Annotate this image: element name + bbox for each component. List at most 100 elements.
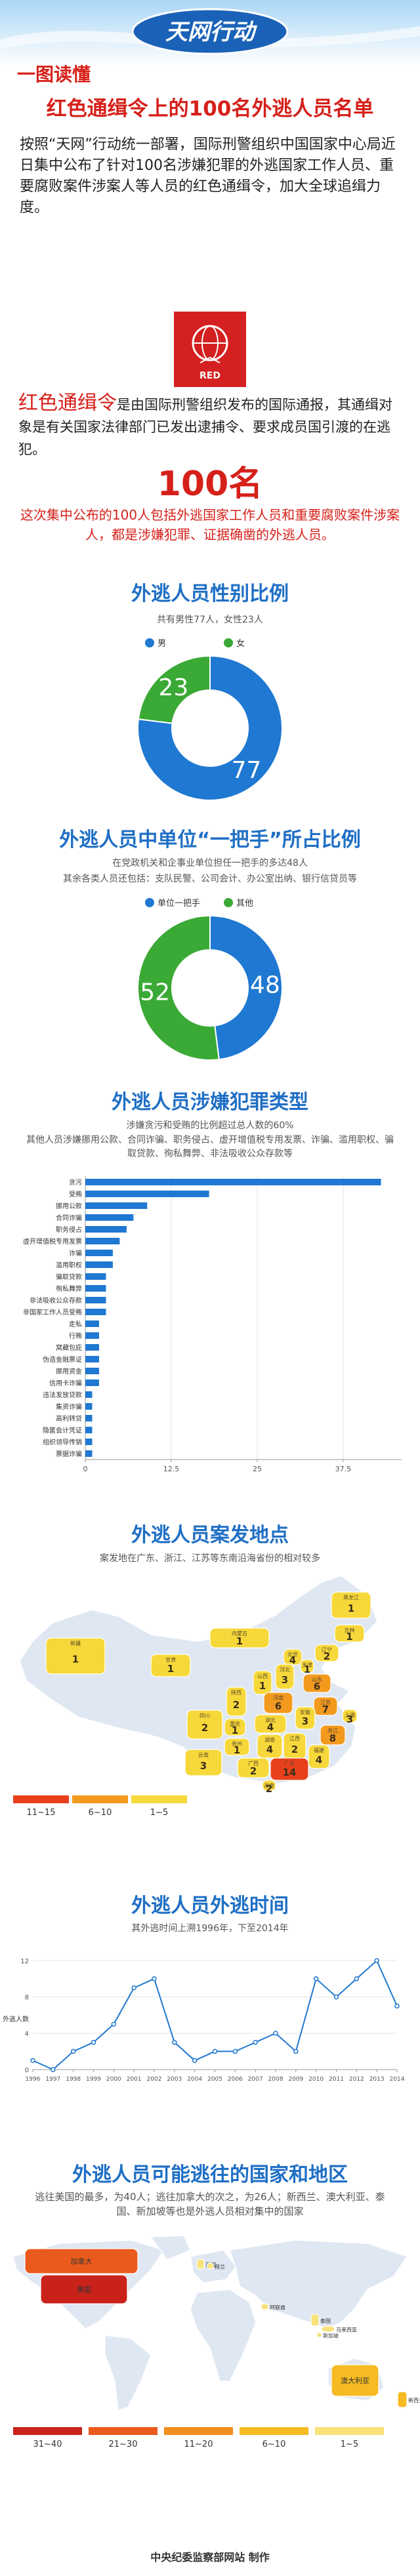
region-value: 1: [167, 1663, 174, 1675]
legend-swatch: [224, 898, 233, 907]
category-label: 非法吸收公众存款: [30, 1296, 82, 1305]
point: [172, 2039, 177, 2045]
logo-text: RED: [200, 371, 220, 381]
logo-emblem: [200, 356, 220, 363]
region-name: 山西: [257, 1673, 268, 1679]
point: [354, 1976, 360, 1982]
region-value: 14: [283, 1767, 297, 1778]
x-tick-label: 2014: [390, 2076, 405, 2083]
category-label: 骗取贷款: [56, 1273, 82, 1281]
legend-swatch: [164, 2427, 233, 2435]
x-tick-label: 2013: [369, 2076, 385, 2083]
land: [104, 2335, 152, 2412]
footer: 中央纪委监察部网站 制作: [150, 2551, 270, 2564]
x-tick-label: 2010: [308, 2076, 324, 2083]
legend-label: 11~15: [27, 1808, 56, 1818]
x-tick-label: 1999: [86, 2076, 101, 2083]
bar: [85, 1226, 127, 1233]
category-label: 滥用职权: [56, 1261, 82, 1269]
bar: [85, 1391, 93, 1398]
region: [397, 2391, 408, 2408]
category-label: 贪污: [69, 1178, 82, 1187]
category-label: 高利转贷: [56, 1414, 82, 1423]
category-label: 受贿: [69, 1190, 82, 1198]
region-name: 河南: [273, 1694, 284, 1701]
region-name: 吉林: [345, 1627, 355, 1633]
legend-label: 1~5: [150, 1808, 168, 1818]
section-title: 外逃人员性别比例: [131, 583, 289, 605]
region: [314, 1644, 339, 1662]
point: [192, 2058, 198, 2063]
region-name: 山东: [312, 1676, 322, 1683]
region-name: 辽宁: [322, 1646, 332, 1653]
region: [237, 1757, 270, 1778]
region: [226, 1687, 247, 1717]
land: [229, 2239, 408, 2329]
x-tick-label: 1997: [45, 2076, 60, 2083]
region: [184, 1749, 222, 1776]
legend-swatch: [145, 638, 154, 647]
region-value: 6: [314, 1681, 320, 1692]
category-label: 票据诈骗: [56, 1450, 82, 1458]
legend-swatch: [240, 2427, 308, 2435]
x-tick-label: 2006: [228, 2076, 243, 2083]
region-name: 湖南: [264, 1736, 275, 1743]
region: [209, 1627, 270, 1648]
section-title: 外逃人员案发地点: [131, 1524, 289, 1547]
legend-swatch: [13, 1795, 69, 1803]
section-subtitle: 其他人员涉嫌挪用公款、合同诈骗、职务侵占、虚开增值税专用发票、诈骗、滥用职权、骗…: [26, 1135, 394, 1159]
region-name: 广东: [284, 1760, 295, 1767]
bar: [85, 1344, 99, 1351]
land: [190, 2289, 257, 2382]
legend-swatch: [224, 638, 233, 647]
bar: [85, 1439, 93, 1445]
region: [331, 1591, 371, 1619]
region-value: 4: [289, 1654, 296, 1666]
region-value: 2: [266, 1783, 272, 1795]
value-label: 48: [250, 972, 280, 999]
point: [253, 2039, 258, 2045]
highlight-text: 这次集中公布的100人包括外逃国家工作人员和重要腐败案件涉案人，都是涉嫌犯罪、证…: [20, 507, 400, 542]
legend-swatch: [145, 898, 154, 907]
legend-label: 男: [158, 639, 166, 649]
region: [283, 1648, 303, 1666]
region: [308, 1744, 330, 1769]
region: [253, 1670, 272, 1695]
bar: [85, 1356, 99, 1362]
region-value: 1: [236, 1635, 243, 1647]
region: [342, 1709, 358, 1723]
region-value: 1: [234, 1744, 240, 1756]
x-tick-label: 2011: [329, 2076, 344, 2083]
region: [261, 2303, 269, 2310]
region: [207, 2262, 214, 2270]
y-axis-label: 外逃人数: [3, 2015, 29, 2024]
region-value: 3: [200, 1760, 207, 1772]
x-tick-label: 12.5: [163, 1465, 180, 1473]
region: [40, 2274, 128, 2304]
point: [212, 2049, 218, 2055]
region: [334, 1624, 365, 1643]
legend-label: 女: [236, 638, 245, 649]
y-tick-label: 12: [20, 1958, 29, 1965]
region-name: 河北: [280, 1666, 290, 1673]
bar: [85, 1214, 134, 1221]
region: [303, 1673, 331, 1693]
bar: [85, 1261, 113, 1268]
region: [313, 1696, 338, 1716]
legend-swatch: [131, 1795, 187, 1803]
bar: [85, 1202, 148, 1209]
x-tick-label: 1996: [26, 2076, 41, 2083]
legend-swatch: [13, 2427, 82, 2435]
category-label: 徇私舞弊: [56, 1284, 82, 1293]
bar: [85, 1191, 209, 1197]
point: [152, 1976, 157, 1982]
region-name: 加拿大: [71, 2257, 93, 2266]
legend-label: 1~5: [341, 2440, 358, 2449]
bar: [85, 1368, 99, 1374]
value-label: 52: [140, 979, 170, 1006]
region-name: 天津: [302, 1662, 312, 1668]
badge-text: 天网行动: [165, 19, 257, 45]
donut-slice: [209, 914, 283, 1061]
region-value: 4: [316, 1754, 322, 1766]
